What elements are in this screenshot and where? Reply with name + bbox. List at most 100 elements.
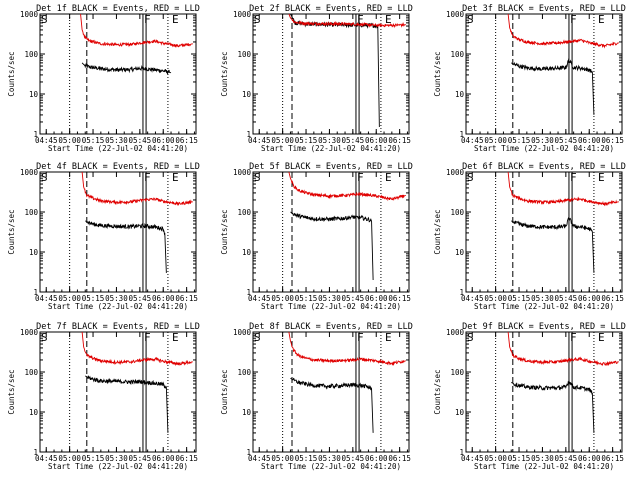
- panel-det-9: Det 9f BLACK = Events, RED = LLD 1 10 100 10…: [433, 322, 626, 471]
- series-lld: [507, 171, 619, 207]
- marker-f: F: [570, 171, 577, 184]
- y-axis-label: Counts/sec: [220, 209, 229, 254]
- x-tick-label: 06:00: [152, 136, 175, 145]
- marker-e: E: [172, 13, 179, 26]
- y-axis-label: Counts/sec: [7, 369, 16, 414]
- y-tick-label: 1000: [446, 168, 465, 177]
- marker-s: S: [41, 13, 48, 26]
- y-tick-label: 1000: [446, 10, 465, 19]
- x-tick-label: 05:45: [342, 136, 365, 145]
- panel-det-7: Det 7f BLACK = Events, RED = LLD 1 10 100 10…: [7, 322, 200, 471]
- series-lld: [507, 13, 619, 49]
- marker-e: E: [598, 13, 605, 26]
- x-tick-label: 05:15: [82, 136, 105, 145]
- x-tick-label: 05:15: [82, 294, 105, 303]
- x-tick-label: 05:45: [555, 294, 578, 303]
- series-lld: [80, 13, 193, 48]
- marker-s: S: [41, 171, 48, 184]
- plot-frame: [39, 13, 197, 135]
- x-tick-label: 05:15: [295, 454, 318, 463]
- panel-title: Det 7f BLACK = Events, RED = LLD: [36, 322, 200, 332]
- marker-s: S: [467, 13, 474, 26]
- plot-frame: [252, 171, 410, 293]
- x-tick-label: 06:15: [388, 294, 411, 303]
- panel-title: Det 2f BLACK = Events, RED = LLD: [249, 4, 413, 14]
- x-tick-label: 04:45: [35, 454, 58, 463]
- series-events: [511, 217, 595, 273]
- x-tick-label: 06:15: [175, 294, 198, 303]
- x-tick-label: 05:45: [342, 294, 365, 303]
- series-events: [511, 58, 595, 115]
- marker-f: F: [144, 331, 151, 344]
- panel-det-6: Det 6f BLACK = Events, RED = LLD 1 10 100 10…: [433, 162, 626, 311]
- panel-title: Det 8f BLACK = Events, RED = LLD: [249, 322, 413, 332]
- x-tick-label: 05:30: [105, 136, 128, 145]
- x-tick-label: 05:45: [555, 136, 578, 145]
- x-tick-label: 04:45: [248, 294, 271, 303]
- x-axis-label: Start Time (22-Jul-02 04:41:20): [261, 302, 401, 311]
- x-axis-label: Start Time (22-Jul-02 04:41:20): [48, 462, 188, 471]
- x-tick-label: 06:15: [175, 454, 198, 463]
- x-tick-label: 05:30: [318, 294, 341, 303]
- y-tick-label: 100: [450, 208, 464, 217]
- marker-f: F: [357, 331, 364, 344]
- marker-f: F: [570, 13, 577, 26]
- y-tick-label: 1: [33, 130, 38, 139]
- x-tick-label: 05:30: [531, 294, 554, 303]
- x-tick-label: 05:00: [484, 454, 507, 463]
- y-axis-label: Counts/sec: [433, 209, 442, 254]
- y-tick-label: 10: [29, 408, 39, 417]
- y-tick-label: 1: [459, 130, 464, 139]
- y-tick-label: 10: [29, 90, 39, 99]
- panel-title: Det 5f BLACK = Events, RED = LLD: [249, 162, 413, 172]
- marker-s: S: [254, 171, 261, 184]
- x-tick-label: 05:30: [531, 454, 554, 463]
- y-tick-label: 1: [246, 130, 251, 139]
- y-tick-label: 10: [455, 248, 465, 257]
- x-axis-label: Start Time (22-Jul-02 04:41:20): [261, 462, 401, 471]
- marker-s: S: [467, 171, 474, 184]
- y-tick-label: 100: [24, 208, 38, 217]
- marker-f: F: [570, 331, 577, 344]
- x-tick-label: 05:30: [318, 136, 341, 145]
- marker-s: S: [467, 331, 474, 344]
- x-tick-label: 04:45: [35, 136, 58, 145]
- plot-frame: [252, 13, 410, 135]
- y-tick-label: 100: [450, 368, 464, 377]
- series-events: [290, 13, 380, 127]
- x-tick-label: 05:30: [531, 136, 554, 145]
- y-tick-label: 100: [450, 50, 464, 59]
- panel-title: Det 9f BLACK = Events, RED = LLD: [462, 322, 626, 332]
- marker-e: E: [598, 171, 605, 184]
- series-events: [290, 377, 374, 433]
- series-events: [81, 62, 172, 76]
- y-tick-label: 1000: [20, 10, 39, 19]
- y-axis-label: Counts/sec: [7, 51, 16, 96]
- panel-title: Det 1f BLACK = Events, RED = LLD: [36, 4, 200, 14]
- marker-e: E: [172, 331, 179, 344]
- marker-e: E: [598, 331, 605, 344]
- y-tick-label: 100: [237, 208, 251, 217]
- y-tick-label: 1: [459, 288, 464, 297]
- y-tick-label: 1000: [20, 168, 39, 177]
- x-tick-label: 05:00: [484, 136, 507, 145]
- x-tick-label: 06:00: [152, 454, 175, 463]
- x-tick-label: 05:15: [508, 454, 531, 463]
- panel-title: Det 6f BLACK = Events, RED = LLD: [462, 162, 626, 172]
- x-tick-label: 06:15: [601, 136, 624, 145]
- series-lld: [288, 331, 406, 366]
- series-events: [290, 211, 374, 280]
- x-tick-label: 05:45: [555, 454, 578, 463]
- x-tick-label: 05:45: [129, 294, 152, 303]
- x-tick-label: 04:45: [248, 454, 271, 463]
- y-axis-label: Counts/sec: [7, 209, 16, 254]
- series-lld: [507, 331, 619, 367]
- series-lld: [288, 171, 406, 202]
- x-tick-label: 06:15: [388, 136, 411, 145]
- y-tick-label: 100: [24, 50, 38, 59]
- x-tick-label: 05:15: [295, 294, 318, 303]
- x-tick-label: 05:00: [58, 454, 81, 463]
- series-events: [85, 220, 167, 273]
- x-axis-label: Start Time (22-Jul-02 04:41:20): [474, 302, 614, 311]
